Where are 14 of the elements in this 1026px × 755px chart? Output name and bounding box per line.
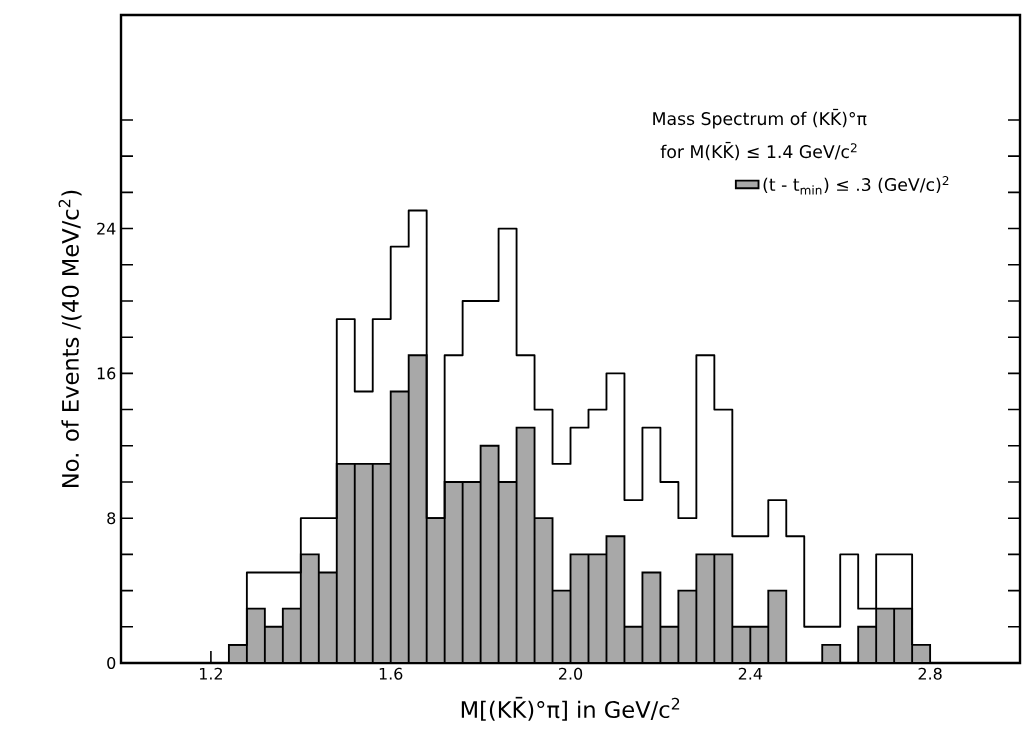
x-tick-label: 2.8 bbox=[918, 667, 942, 680]
x-tick-label: 2.0 bbox=[559, 667, 583, 680]
legend-label: (t - t$_{min}$) ≤ .3 (GeV/c)$^{2}$ bbox=[763, 176, 949, 195]
x-axis-title: M[(KK̄)°π] in GeV/c$^{2}$ bbox=[461, 696, 680, 721]
text: Mass Spectrum of (KK̄)°π bbox=[653, 108, 867, 129]
text: for M(KK̄) ≤ 1.4 GeV/c$^{2}$ bbox=[660, 141, 857, 161]
y-axis-title: No. of Events /(40 MeV/c$^{2}$) bbox=[58, 190, 82, 487]
y-tick-label: 8 bbox=[107, 512, 116, 525]
y-tick-label: 24 bbox=[97, 222, 116, 235]
y-tick-label: 16 bbox=[97, 367, 116, 380]
x-tick-label: 2.4 bbox=[738, 667, 763, 680]
x-tick-label: 1.6 bbox=[379, 667, 403, 680]
y-tick-label: 0 bbox=[107, 656, 116, 670]
x-tick-label: 1.2 bbox=[199, 667, 222, 680]
